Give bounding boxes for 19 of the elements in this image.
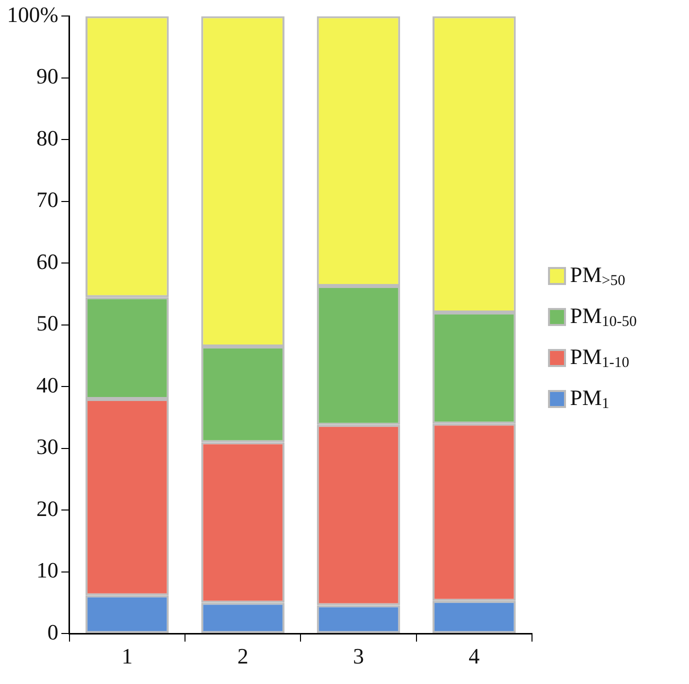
y-tick-label: 50 xyxy=(36,310,58,336)
legend-label: PM$_{10-50}$ xyxy=(570,302,637,330)
y-tick-label: 0 xyxy=(47,619,58,644)
y-tick-label: 30 xyxy=(36,434,58,460)
y-tick-label: 20 xyxy=(36,496,58,521)
y-tick-label: 60 xyxy=(36,248,58,274)
y-tick-label: 90 xyxy=(36,64,58,89)
y-tick-label: 80 xyxy=(36,125,58,150)
x-tick-label: 2 xyxy=(237,644,248,669)
legend-label: PM$_{1}$ xyxy=(570,384,610,412)
y-tick-label: 40 xyxy=(36,372,58,398)
x-tick-label: 3 xyxy=(352,644,364,669)
text: PM$_{>50}$ xyxy=(570,262,626,290)
y-tick-label: 100% xyxy=(7,2,58,27)
legend-label: PM$_{1-10}$ xyxy=(570,344,630,372)
x-tick-label: 4 xyxy=(468,644,480,669)
y-tick-label: 10 xyxy=(36,558,58,583)
y-tick-label: 70 xyxy=(36,187,58,212)
x-tick-label: 1 xyxy=(122,644,133,669)
